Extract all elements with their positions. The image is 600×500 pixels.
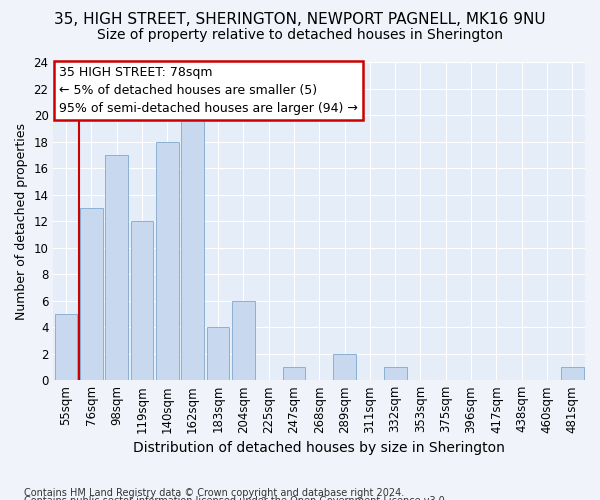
Bar [206, 327, 229, 380]
X-axis label: Distribution of detached houses by size in Sherington: Distribution of detached houses by size … [133, 441, 505, 455]
Bar [232, 301, 254, 380]
Y-axis label: Number of detached properties: Number of detached properties [15, 123, 28, 320]
Text: 35, HIGH STREET, SHERINGTON, NEWPORT PAGNELL, MK16 9NU: 35, HIGH STREET, SHERINGTON, NEWPORT PAG… [54, 12, 546, 28]
Bar [181, 116, 204, 380]
Text: 35 HIGH STREET: 78sqm
← 5% of detached houses are smaller (5)
95% of semi-detach: 35 HIGH STREET: 78sqm ← 5% of detached h… [59, 66, 358, 114]
Bar [131, 222, 154, 380]
Bar [384, 367, 407, 380]
Text: Size of property relative to detached houses in Sherington: Size of property relative to detached ho… [97, 28, 503, 42]
Bar [561, 367, 584, 380]
Bar [333, 354, 356, 380]
Bar [55, 314, 77, 380]
Text: Contains public sector information licensed under the Open Government Licence v3: Contains public sector information licen… [24, 496, 448, 500]
Bar [156, 142, 179, 380]
Text: Contains HM Land Registry data © Crown copyright and database right 2024.: Contains HM Land Registry data © Crown c… [24, 488, 404, 498]
Bar [106, 155, 128, 380]
Bar [80, 208, 103, 380]
Bar [283, 367, 305, 380]
